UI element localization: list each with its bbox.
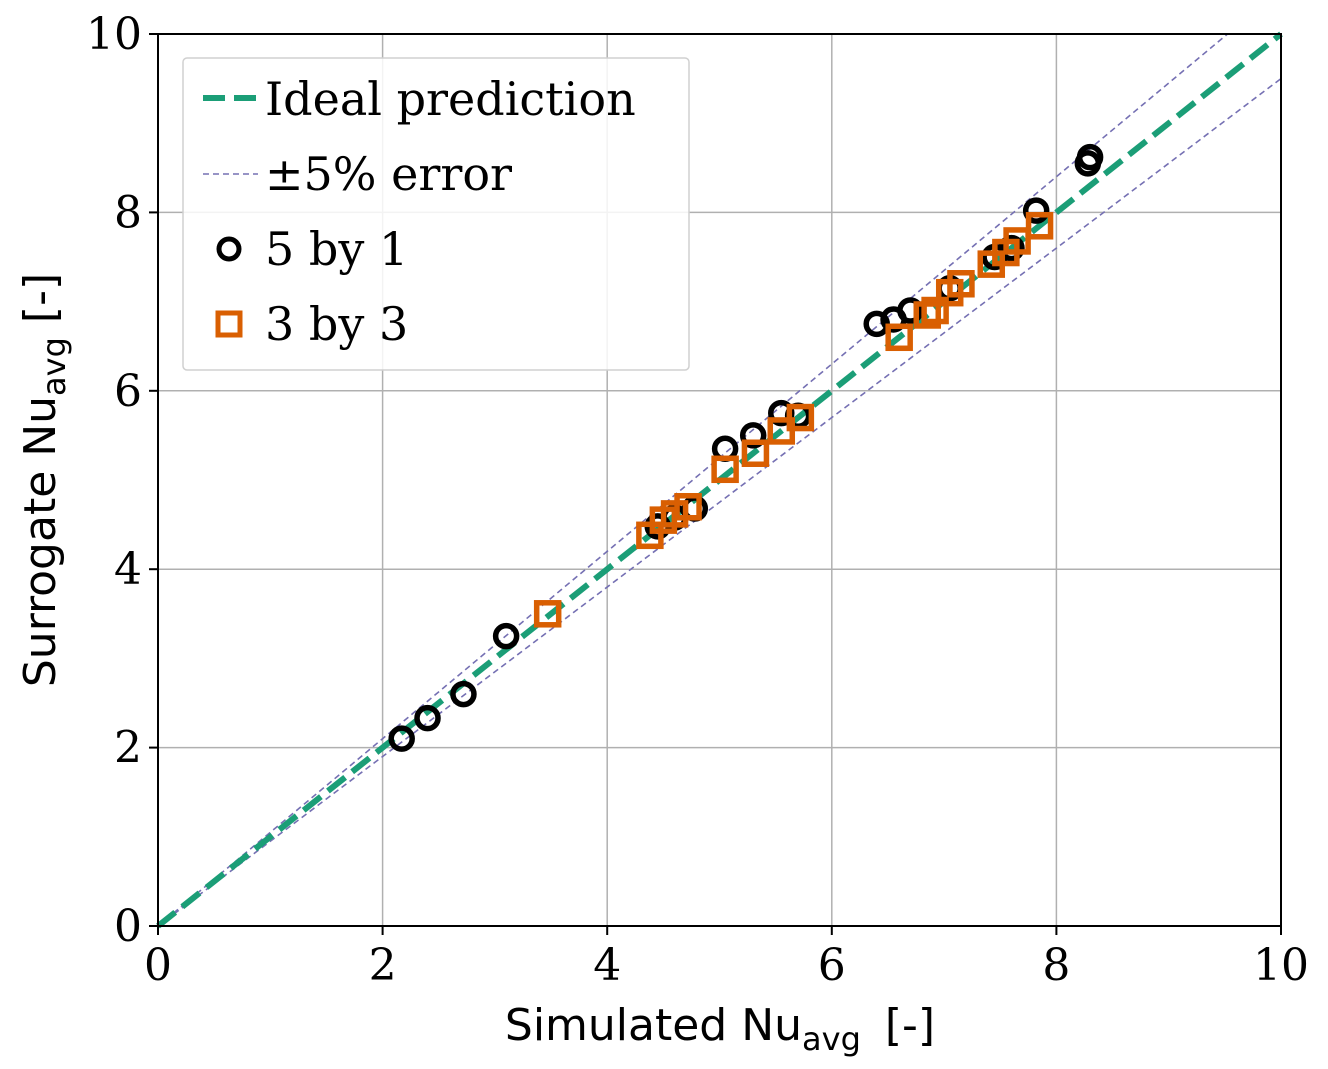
y-axis-label: Surrogate Nuavg[-] [15, 273, 73, 687]
legend-box [182, 57, 690, 371]
legend-5by1-marker [216, 236, 242, 262]
y-tick-label: 4 [114, 544, 142, 595]
point-5-by-1 [414, 704, 441, 732]
point-3-by-3 [921, 296, 949, 325]
axis-ticks: 0 2 4 6 8 10 0 2 4 6 8 10 [86, 9, 1309, 991]
error-bound-line [157, 77, 1282, 927]
x-tick-label: 2 [369, 940, 397, 991]
point-3-by-3 [674, 493, 702, 521]
legend: Ideal prediction ±5% error 5 by 1 3 by 3 [182, 57, 690, 371]
data-points [388, 143, 1104, 752]
legend-3by3-marker [215, 310, 243, 338]
point-3-by-3 [786, 403, 815, 432]
point-3-by-3 [741, 439, 770, 467]
y-tick-label: 8 [114, 187, 142, 238]
legend-ideal-label: Ideal prediction [265, 72, 636, 126]
point-3-by-3 [947, 270, 975, 298]
error-bound-line [157, 33, 1229, 927]
point-3-by-3 [1025, 212, 1054, 240]
point-5-by-1 [1022, 197, 1050, 224]
y-tick-label: 6 [114, 366, 142, 417]
point-5-by-1 [1076, 143, 1104, 171]
point-5-by-1 [897, 297, 924, 324]
legend-5by1-label: 5 by 1 [265, 222, 408, 276]
point-3-by-3 [885, 323, 913, 352]
point-3-by-3 [711, 455, 739, 484]
y-tick-label: 0 [114, 901, 142, 952]
point-5-by-1 [739, 422, 767, 449]
point-5-by-1 [998, 234, 1025, 262]
plot-frame [157, 33, 1282, 927]
point-5-by-1 [450, 680, 477, 708]
point-3-by-3 [1003, 227, 1031, 255]
legend-3by3-label: 3 by 3 [265, 297, 408, 351]
point-3-by-3 [913, 301, 942, 329]
point-5-by-1 [492, 622, 520, 650]
point-5-by-1 [388, 725, 415, 752]
x-tick-label: 0 [144, 940, 172, 991]
x-axis-label: Simulated Nuavg [-] [505, 1000, 935, 1058]
x-tick-label: 4 [593, 940, 621, 991]
point-3-by-3 [533, 600, 562, 628]
x-tick-label: 8 [1042, 940, 1070, 991]
x-tick-label: 10 [1253, 940, 1309, 991]
x-tick-label: 6 [818, 940, 846, 991]
y-tick-label: 2 [114, 723, 142, 774]
legend-error-label: ±5% error [265, 147, 512, 201]
y-tick-label: 10 [86, 9, 142, 60]
